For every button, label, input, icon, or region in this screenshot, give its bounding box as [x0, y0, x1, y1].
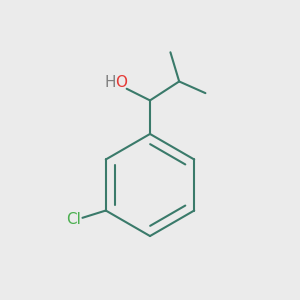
- Text: O: O: [116, 75, 128, 90]
- Text: H: H: [105, 75, 116, 90]
- Text: Cl: Cl: [66, 212, 81, 227]
